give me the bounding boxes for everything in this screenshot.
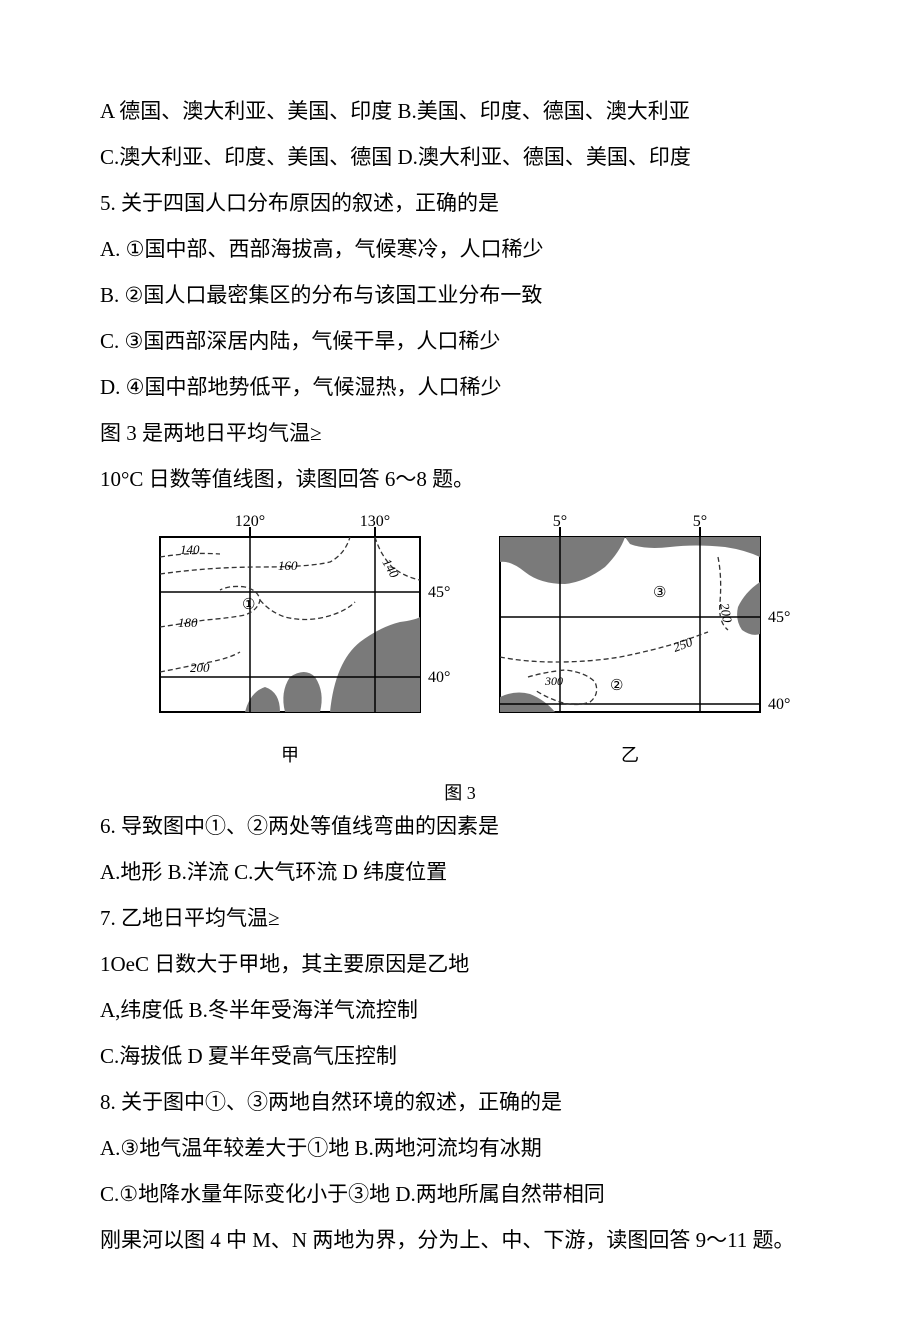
exam-text: 刚果河以图 4 中 M、N 两地为界，分为上、中、下游，读图回答 9～11 题。: [100, 1219, 820, 1261]
exam-option-line: A.地形 B.洋流 C.大气环流 D 纬度位置: [100, 851, 820, 893]
map-left-wrap: 120° 130° 45° 40° 140 160 140 180 200 ① …: [130, 512, 450, 767]
lat-label: 40°: [428, 669, 450, 686]
map-caption-left: 甲: [281, 741, 299, 767]
lon-label: 5°: [553, 513, 567, 530]
lon-label: 130°: [360, 513, 390, 530]
exam-question: 6. 导致图中①、②两处等值线弯曲的因素是: [100, 805, 820, 847]
map-right-wrap: 5° 5° 45° 40° 200 250 300 ③ ② 乙: [470, 512, 790, 767]
contour-label: 300: [544, 674, 563, 688]
exam-question: 8. 关于图中①、③两地自然环境的叙述，正确的是: [100, 1081, 820, 1123]
exam-option-line: C.澳大利亚、印度、美国、德国 D.澳大利亚、德国、美国、印度: [100, 136, 820, 178]
contour-label: 200: [190, 660, 210, 675]
map-caption-right: 乙: [621, 741, 639, 767]
exam-option-line: C.①地降水量年际变化小于③地 D.两地所属自然带相同: [100, 1173, 820, 1215]
map-marker: ②: [610, 678, 623, 694]
map-marker: ①: [242, 597, 255, 613]
exam-option-line: A.③地气温年较差大于①地 B.两地河流均有冰期: [100, 1127, 820, 1169]
lat-label: 45°: [428, 584, 450, 601]
exam-text: 10°C 日数等值线图，读图回答 6～8 题。: [100, 458, 820, 500]
figure-label: 图 3: [100, 779, 820, 805]
contour-label: 160: [278, 558, 298, 573]
exam-text: 1OeC 日数大于甲地，其主要原因是乙地: [100, 943, 820, 985]
exam-option-line: C.海拔低 D 夏半年受高气压控制: [100, 1035, 820, 1077]
exam-question: 7. 乙地日平均气温≥: [100, 897, 820, 939]
lat-label: 40°: [768, 696, 790, 713]
exam-option-line: A,纬度低 B.冬半年受海洋气流控制: [100, 989, 820, 1031]
exam-option-line: A 德国、澳大利亚、美国、印度 B.美国、印度、德国、澳大利亚: [100, 90, 820, 132]
exam-option-line: D. ④国中部地势低平，气候湿热，人口稀少: [100, 366, 820, 408]
contour-label: 140: [180, 542, 200, 557]
exam-option-line: C. ③国西部深居内陆，气候干旱，人口稀少: [100, 320, 820, 362]
map-right-svg: 5° 5° 45° 40° 200 250 300 ③ ②: [470, 512, 790, 737]
exam-option-line: B. ②国人口最密集区的分布与该国工业分布一致: [100, 274, 820, 316]
lon-label: 120°: [235, 513, 265, 530]
figure-3-container: 120° 130° 45° 40° 140 160 140 180 200 ① …: [100, 512, 820, 767]
exam-option-line: A. ①国中部、西部海拔高，气候寒冷，人口稀少: [100, 228, 820, 270]
contour-label: 180: [178, 615, 198, 630]
exam-question: 5. 关于四国人口分布原因的叙述，正确的是: [100, 182, 820, 224]
lat-label: 45°: [768, 609, 790, 626]
map-marker: ③: [653, 585, 666, 601]
map-left-svg: 120° 130° 45° 40° 140 160 140 180 200 ①: [130, 512, 450, 737]
lon-label: 5°: [693, 513, 707, 530]
exam-text: 图 3 是两地日平均气温≥: [100, 412, 820, 454]
